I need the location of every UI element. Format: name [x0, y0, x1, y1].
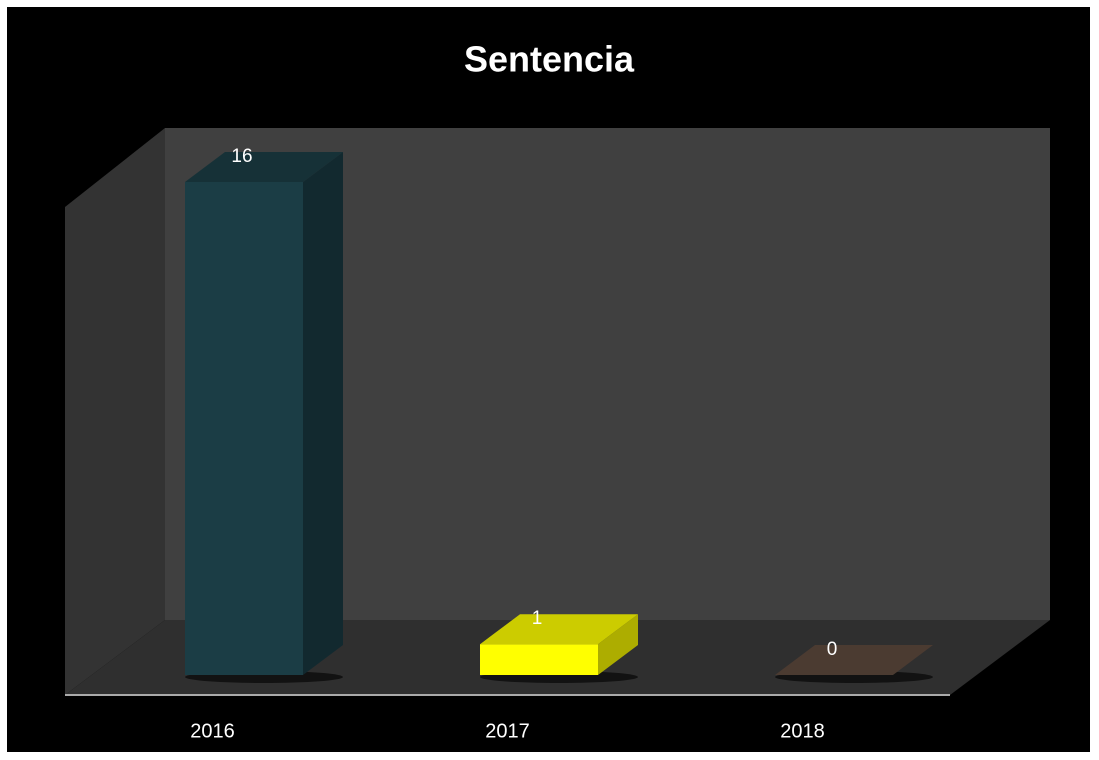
- data-label: 16: [231, 146, 252, 167]
- bar-side: [303, 152, 343, 675]
- x-tick-label: 2017: [485, 720, 530, 742]
- x-tick-label: 2018: [780, 720, 825, 742]
- data-label: 1: [532, 608, 543, 629]
- data-label: 0: [827, 639, 838, 660]
- chart-title: Sentencia: [464, 39, 635, 80]
- back-wall: [165, 128, 1050, 620]
- bar-front: [480, 644, 598, 675]
- side-wall: [65, 128, 165, 695]
- bar-side: [598, 614, 638, 675]
- bar-front: [185, 182, 303, 675]
- bar-top: [185, 152, 343, 182]
- bar-top: [480, 614, 638, 645]
- x-tick-label: 2016: [190, 720, 235, 742]
- bar-top: [775, 645, 933, 675]
